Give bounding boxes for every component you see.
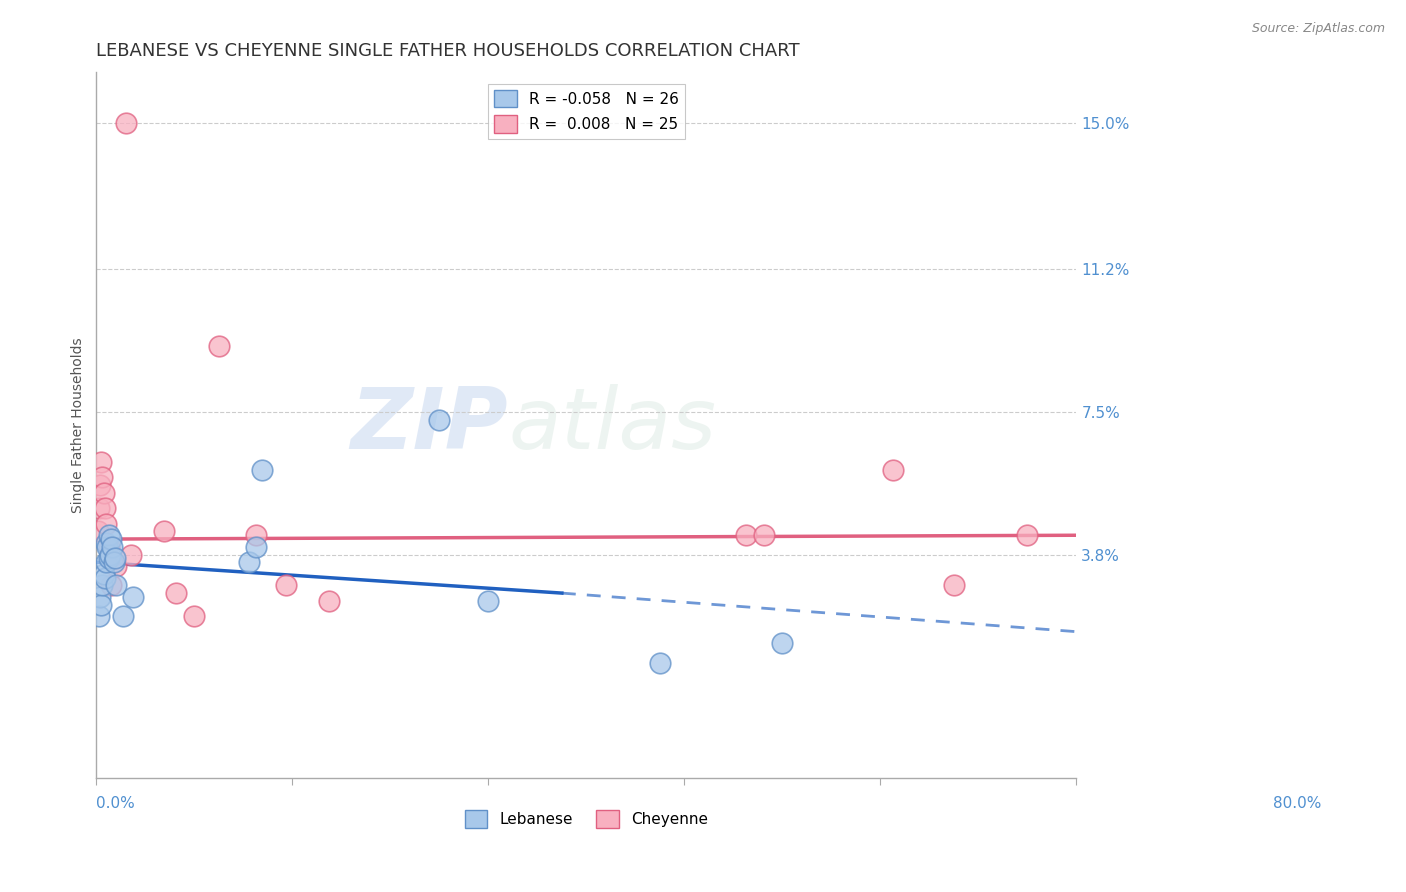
Point [882,463,904,477]
Point [97,551,120,566]
Point [94,536,117,550]
Point [165,586,187,600]
Point [90,455,112,469]
Point [94,501,117,516]
Point [104,578,127,592]
Point [103,555,125,569]
Point [93,566,115,581]
Point [152,524,174,539]
Point [250,463,273,477]
Point [94,571,117,585]
Point [87,609,110,624]
Point [752,528,775,542]
Point [87,501,110,516]
Point [648,656,671,670]
Text: ZIP: ZIP [350,384,508,467]
Text: LEBANESE VS CHEYENNE SINGLE FATHER HOUSEHOLDS CORRELATION CHART: LEBANESE VS CHEYENNE SINGLE FATHER HOUSE… [97,42,800,60]
Point [245,528,267,542]
Point [238,555,260,569]
Point [90,598,112,612]
Point [104,559,127,574]
Legend: Lebanese, Cheyenne: Lebanese, Cheyenne [458,805,714,834]
Point [477,594,499,608]
Point [120,548,142,562]
Point [318,594,340,608]
Text: atlas: atlas [508,384,716,467]
Point [97,540,120,554]
Point [94,516,117,531]
Point [86,524,108,539]
Point [91,578,114,592]
Point [1017,528,1039,542]
Point [122,590,145,604]
Point [276,578,298,592]
Point [208,339,231,353]
Point [100,578,122,592]
Text: Source: ZipAtlas.com: Source: ZipAtlas.com [1251,22,1385,36]
Point [183,609,205,624]
Point [104,551,127,566]
Point [89,478,111,492]
Point [245,540,267,554]
Text: 0.0%: 0.0% [97,796,135,811]
Text: 80.0%: 80.0% [1272,796,1322,811]
Point [97,528,120,542]
Point [114,115,136,129]
Point [112,609,135,624]
Point [96,540,118,554]
Point [89,590,111,604]
Y-axis label: Single Father Households: Single Father Households [72,337,86,513]
Point [100,532,122,546]
Point [734,528,756,542]
Point [93,485,115,500]
Point [91,470,114,484]
Point [770,636,793,650]
Point [98,548,121,562]
Point [427,412,450,426]
Point [942,578,965,592]
Point [94,555,117,569]
Point [101,540,124,554]
